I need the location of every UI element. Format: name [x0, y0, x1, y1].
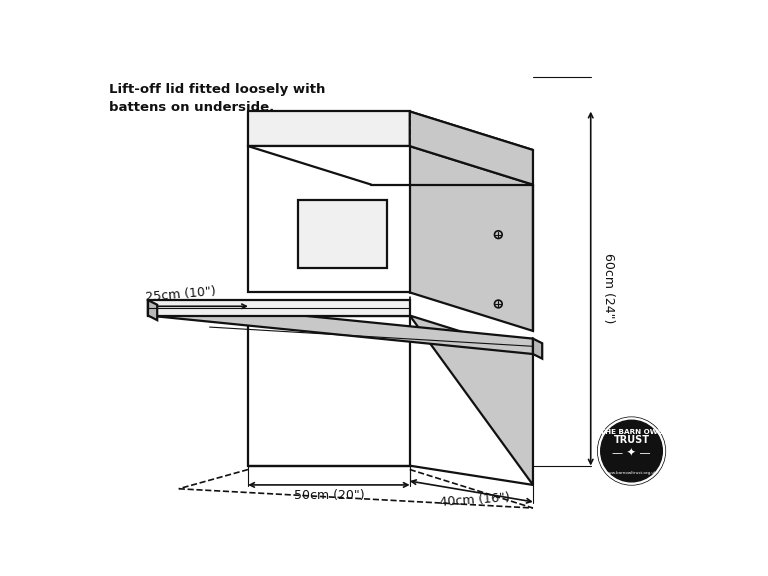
Polygon shape	[148, 300, 533, 354]
Polygon shape	[248, 316, 410, 465]
Text: TRUST: TRUST	[614, 435, 650, 445]
Text: THE BARN OWL: THE BARN OWL	[601, 429, 663, 435]
Polygon shape	[248, 112, 410, 146]
Text: Lift-off lid fitted loosely with
battens on underside.: Lift-off lid fitted loosely with battens…	[110, 83, 326, 114]
Circle shape	[598, 417, 665, 485]
Polygon shape	[248, 146, 410, 293]
Text: (5" x 5"): (5" x 5")	[318, 241, 367, 254]
Polygon shape	[148, 300, 410, 316]
Polygon shape	[248, 146, 533, 185]
Text: — ✦ —: — ✦ —	[612, 448, 650, 457]
Polygon shape	[410, 316, 533, 485]
Text: 25cm (10"): 25cm (10")	[145, 285, 217, 304]
Text: 13cm²: 13cm²	[321, 207, 364, 221]
Text: 40cm (16"): 40cm (16")	[439, 491, 511, 509]
Polygon shape	[410, 146, 533, 331]
Text: 60cm (24"): 60cm (24")	[601, 253, 614, 324]
Polygon shape	[248, 112, 533, 150]
Polygon shape	[533, 339, 542, 359]
Circle shape	[601, 420, 662, 482]
Polygon shape	[148, 300, 157, 320]
Text: 50cm (20"): 50cm (20")	[293, 489, 364, 502]
Circle shape	[598, 418, 664, 484]
Text: www.barnowltrust.org.uk: www.barnowltrust.org.uk	[606, 471, 657, 475]
Polygon shape	[410, 112, 533, 185]
Polygon shape	[298, 200, 386, 268]
